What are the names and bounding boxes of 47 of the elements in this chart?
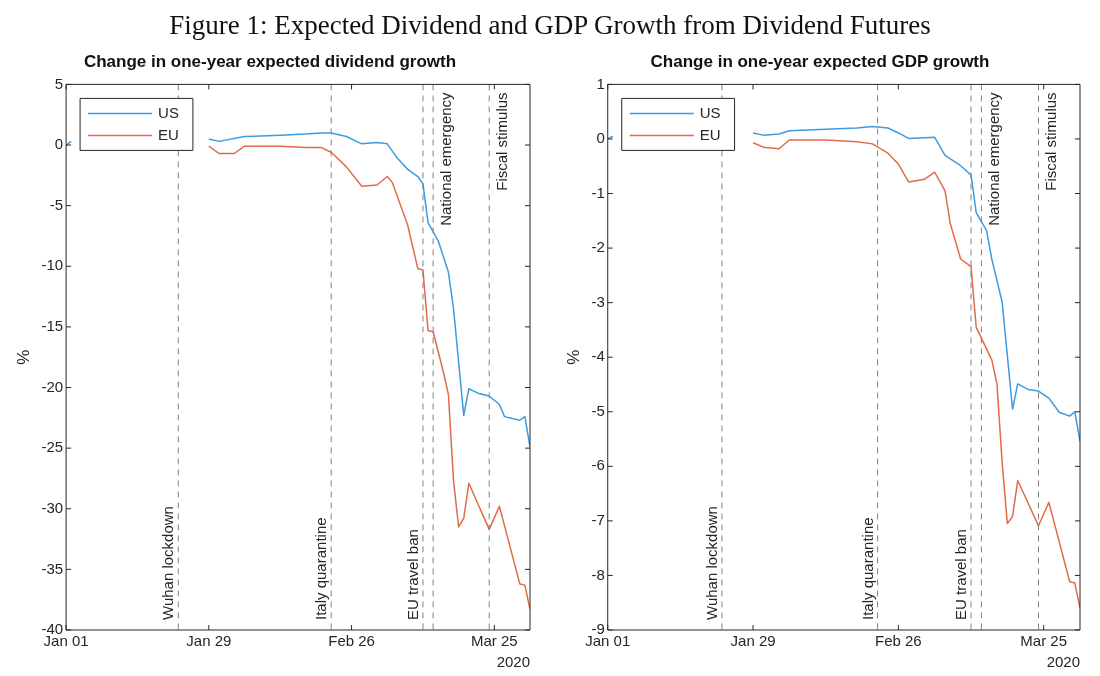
y-tick-label: -7 (591, 511, 605, 529)
y-tick-label: -5 (591, 401, 605, 419)
ref-line-label: Wuhan lockdown (159, 506, 177, 620)
y-tick-label: -1 (591, 183, 605, 201)
ref-line-label: Fiscal stimulus (1042, 92, 1060, 191)
y-axis-title: % (13, 349, 33, 365)
x-tick-label: Mar 25 (1020, 632, 1068, 650)
legend-label: EU (699, 125, 721, 143)
y-tick-label: -20 (41, 377, 64, 395)
x-tick-label: Mar 25 (470, 632, 518, 650)
y-tick-label: -6 (591, 456, 605, 474)
ref-line-label: EU travel ban (952, 529, 970, 620)
x-tick-label: Jan 29 (186, 632, 232, 650)
y-tick-label: -5 (49, 195, 64, 213)
y-tick-label: -30 (41, 498, 64, 516)
x-tick-label: Feb 26 (875, 632, 922, 650)
ref-line-label: Italy quarantine (858, 517, 876, 620)
y-tick-label: -8 (591, 565, 605, 583)
y-tick-label: 1 (596, 74, 605, 92)
legend-label: EU (158, 125, 179, 143)
ref-line-label: Fiscal stimulus (493, 92, 511, 191)
y-tick-label: -4 (591, 347, 605, 365)
x-tick-label: Jan 29 (730, 632, 776, 650)
ref-line-label: Italy quarantine (312, 517, 330, 620)
y-tick-label: -25 (41, 438, 64, 456)
ref-line-label: Wuhan lockdown (702, 506, 720, 620)
caption: Figure 1: Expected Dividend and GDP Growth from Dividend Futures (168, 8, 932, 42)
x-axis-title: 2020 (1046, 653, 1080, 671)
y-tick-label: 5 (54, 74, 64, 92)
chart-title: Change in one-year expected dividend growth (83, 51, 457, 71)
y-tick-label: -9 (591, 620, 605, 638)
y-tick-label: 0 (54, 135, 64, 153)
y-tick-label: -3 (591, 292, 605, 310)
x-tick-label: Feb 26 (328, 632, 375, 650)
chart-title: Change in one-year expected GDP growth (650, 51, 990, 71)
y-tick-label: -10 (41, 256, 64, 274)
legend-label: US (158, 103, 179, 121)
y-tick-label: -15 (41, 317, 64, 335)
ref-line-label: National emergency (437, 91, 455, 226)
ref-line-label: EU travel ban (403, 529, 421, 620)
ref-line-label: National emergency (985, 91, 1003, 226)
legend-label: US (699, 103, 721, 121)
y-tick-label: 0 (596, 129, 605, 147)
y-tick-label: -2 (591, 238, 605, 256)
x-axis-title: 2020 (496, 653, 530, 671)
y-axis-title: % (563, 349, 583, 365)
y-tick-label: -35 (41, 559, 64, 577)
